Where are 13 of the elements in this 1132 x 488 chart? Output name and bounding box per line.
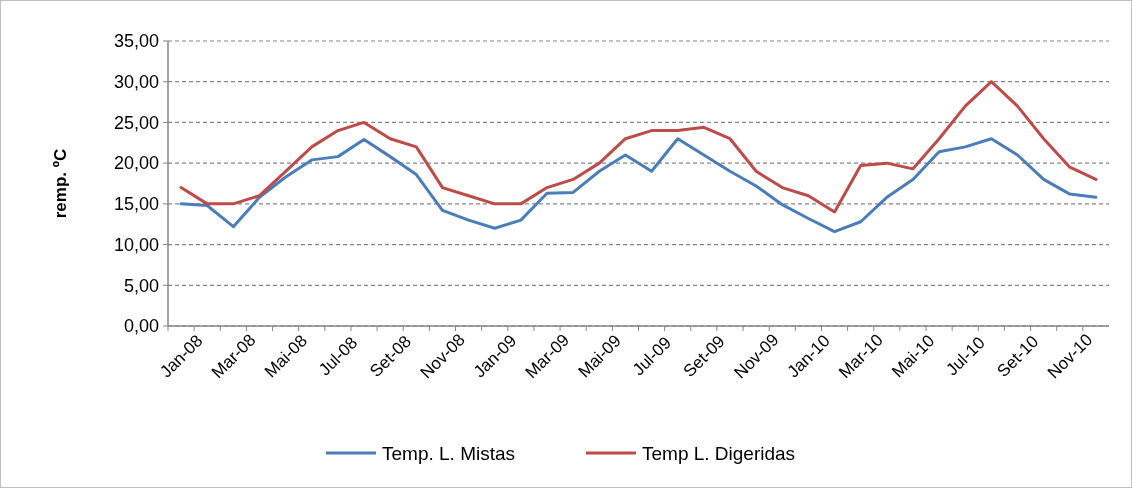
y-tick-label: 0,00	[123, 316, 159, 337]
line-series	[179, 137, 1098, 234]
legend-label: Temp L. Digeridas	[642, 442, 796, 464]
y-tick-label: 15,00	[113, 194, 159, 215]
y-tick-label: 35,00	[113, 31, 159, 52]
line-series	[179, 80, 1098, 214]
y-axis-title: remp. ºC	[51, 148, 70, 219]
y-tick-label: 5,00	[123, 275, 159, 296]
y-tick-label: 30,00	[113, 72, 159, 93]
y-tick-label: 20,00	[113, 153, 159, 174]
legend-label: Temp. L. Mistas	[382, 442, 516, 464]
y-tick-label: 25,00	[113, 112, 159, 133]
y-tick-label: 10,00	[113, 234, 159, 255]
